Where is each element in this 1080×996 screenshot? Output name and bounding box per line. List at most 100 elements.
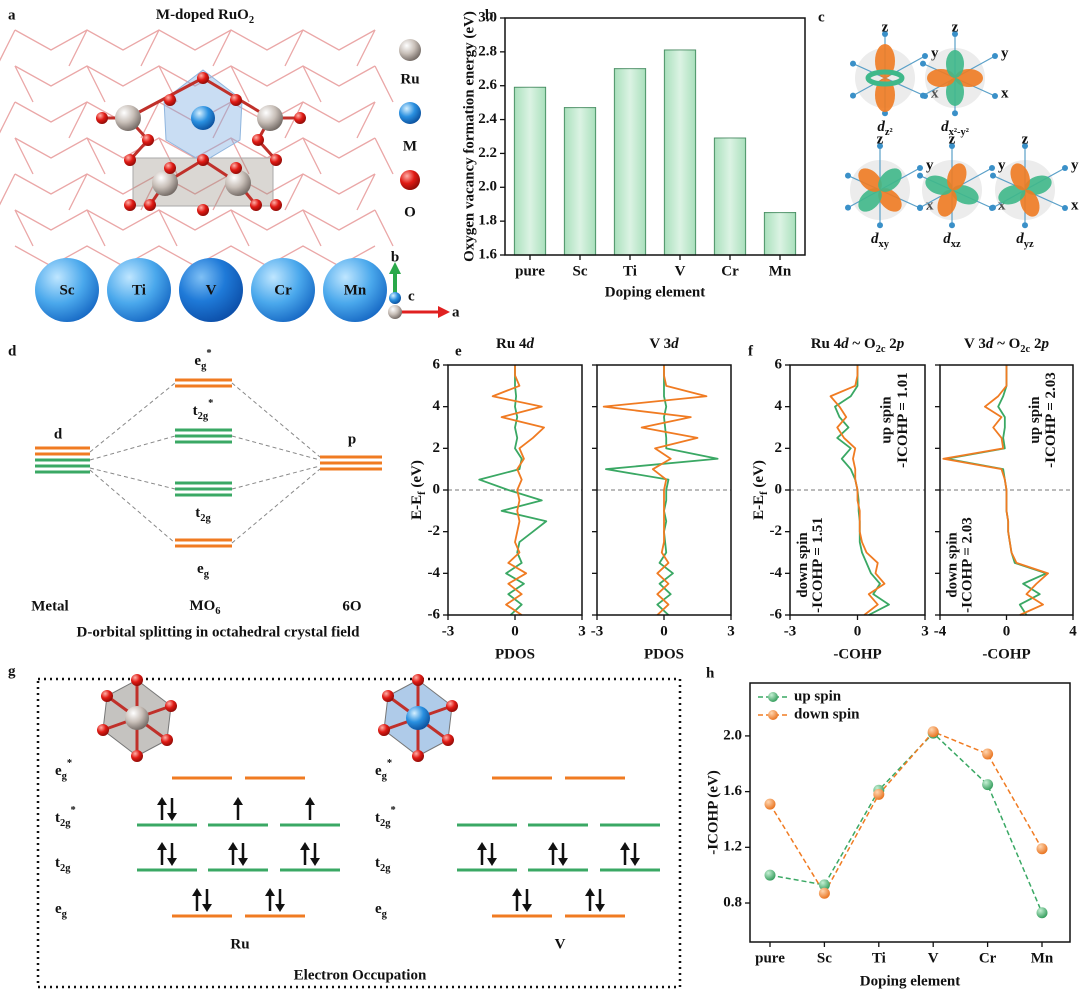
bar-shine (714, 138, 746, 255)
electron-arrow-head (233, 797, 243, 805)
o-atom (124, 199, 136, 211)
panel-letter: h (706, 665, 715, 681)
panel-letter: b (485, 7, 493, 23)
frame-dotted (36, 677, 682, 989)
axis-end (952, 31, 958, 37)
x-tick-label: 4 (1069, 623, 1077, 639)
y-tick-label: 4 (775, 398, 783, 414)
lattice-bond (302, 137, 322, 175)
lattice-bond (140, 29, 160, 67)
orbital-lobe (1010, 163, 1030, 191)
lattice-bond (14, 173, 376, 195)
text-run: V 3 (649, 336, 671, 352)
orbital-lobe (878, 168, 902, 192)
caption: D-orbital splitting in octahedral crysta… (77, 624, 361, 640)
o-atom (131, 674, 143, 686)
arrow-head (389, 262, 401, 274)
orbital-lobe (947, 163, 967, 191)
electron-arrow-head (265, 888, 275, 896)
o-atom (164, 94, 176, 106)
electron-arrow-head (300, 842, 310, 850)
dopant-label: V (206, 282, 217, 298)
orbital-lobe (927, 69, 955, 87)
orbital-label: dyz (1016, 231, 1034, 250)
panel-letter: a (8, 7, 16, 23)
bar-shine (664, 50, 696, 255)
text-run: xy (879, 239, 890, 250)
axis-end (989, 165, 995, 171)
text-run: z² (885, 127, 893, 138)
dopant-sphere (35, 258, 99, 322)
text-run: e (375, 763, 382, 779)
level-label: eg * (194, 348, 211, 372)
x-tick-label: -3 (591, 623, 604, 639)
level-label: t2g* (55, 805, 76, 829)
dos-curve (602, 365, 708, 616)
axis-end (845, 204, 851, 211)
x-tick-label: pure (515, 263, 545, 279)
lattice-bond (14, 137, 34, 175)
annotation: up spin (879, 396, 895, 444)
lattice-bond (14, 29, 376, 51)
lattice-bond (212, 29, 232, 67)
y-tick-label: -4 (428, 565, 441, 581)
o-atom (230, 162, 242, 174)
legend-marker (768, 710, 778, 720)
correlation-line (231, 468, 321, 544)
legend-o-ball (400, 170, 420, 190)
plot-frame (504, 17, 806, 256)
text-run: g (382, 771, 388, 782)
orbital-lobe (998, 185, 1026, 205)
o-atom (101, 690, 113, 702)
column-label: 6O (342, 598, 361, 614)
text-run: d (986, 336, 994, 352)
o-atom (144, 199, 156, 211)
text-run: 2g (60, 863, 71, 874)
text-run: 2g (380, 863, 391, 874)
axis-origin (388, 305, 402, 319)
level-label: eg * (55, 758, 72, 782)
lattice-bond (374, 137, 394, 175)
level-label: eg (55, 901, 68, 920)
o-atom (252, 134, 264, 146)
y-axis-label: Oxygen vacancy formation energy (eV) (461, 11, 477, 262)
o-atom (446, 700, 458, 712)
y-tick-label: -6 (428, 606, 441, 622)
axis-label: y (998, 157, 1006, 173)
level-label: p (348, 431, 356, 447)
panel-letter: f (748, 343, 754, 359)
o-atom (131, 750, 143, 762)
lattice-bond (86, 209, 106, 247)
ru-atom (152, 170, 178, 196)
text-run: ~ O (849, 336, 876, 352)
y-tick-label: 2.2 (478, 145, 497, 161)
text-run: g (62, 909, 68, 920)
electron-arrow-head (275, 904, 285, 912)
dopant-label: Ti (132, 282, 146, 298)
correlation-line (89, 382, 176, 453)
x-axis-label: -COHP (833, 646, 881, 662)
axis-name: c (408, 288, 415, 304)
data-point (1036, 907, 1048, 919)
panel-title: Ru 4d (496, 336, 534, 352)
axis-end (952, 110, 958, 117)
o-atom (197, 204, 209, 216)
text-run: yz (1024, 239, 1034, 250)
dopant-label: Sc (60, 282, 75, 298)
electron-arrow-head (487, 858, 497, 866)
data-point (927, 726, 939, 738)
text-run: t (55, 810, 60, 826)
level-label: t2g (195, 505, 211, 524)
dopant-atom (191, 106, 215, 130)
o-atom (165, 700, 177, 712)
o-atom (270, 199, 282, 211)
axis-label: x (1001, 85, 1009, 101)
axis-end (920, 60, 926, 67)
o-atom (96, 112, 108, 124)
y-tick-label: 2 (433, 440, 441, 456)
axis-end (850, 92, 856, 99)
text-run: * (208, 398, 213, 409)
panel-title: V 3d ~ O2c 2p (964, 336, 1049, 355)
electron-arrow-head (620, 842, 630, 850)
